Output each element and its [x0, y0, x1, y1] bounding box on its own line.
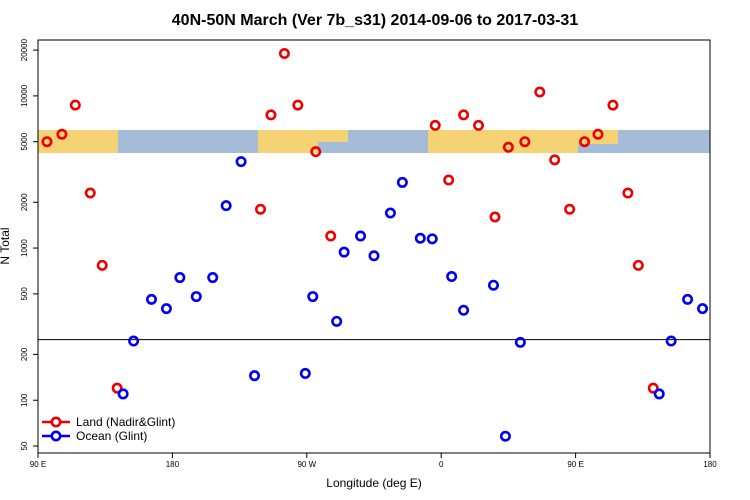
point — [41, 136, 53, 148]
point — [325, 230, 337, 242]
point — [502, 141, 514, 153]
point — [446, 271, 458, 283]
x-tick-label: 180 — [166, 460, 180, 469]
point — [117, 388, 129, 400]
point — [220, 200, 232, 212]
x-tick-label: 180 — [703, 460, 717, 469]
x-axis-label: Longitude (deg E) — [326, 476, 421, 490]
point — [278, 47, 290, 59]
point — [458, 109, 470, 121]
legend-label: Ocean (Glint) — [76, 429, 147, 443]
point — [665, 335, 677, 347]
point — [534, 86, 546, 98]
y-tick-label: 100 — [20, 393, 29, 407]
point — [653, 388, 665, 400]
point — [607, 99, 619, 111]
point — [426, 233, 438, 245]
point — [190, 291, 202, 303]
x-tick-label: 0 — [439, 460, 444, 469]
point — [443, 174, 455, 186]
point — [207, 272, 219, 284]
y-tick-label: 20000 — [20, 38, 29, 61]
point — [174, 272, 186, 284]
point — [414, 232, 426, 244]
point — [564, 203, 576, 215]
point — [69, 99, 81, 111]
y-tick-label: 10000 — [20, 84, 29, 107]
point — [487, 279, 499, 291]
point — [499, 430, 511, 442]
point — [519, 136, 531, 148]
point — [384, 207, 396, 219]
chart-title: 40N-50N March (Ver 7b_s31) 2014-09-06 to… — [172, 12, 579, 29]
point — [622, 187, 634, 199]
point — [647, 382, 659, 394]
point — [514, 336, 526, 348]
y-axis-label: N Total — [0, 227, 12, 264]
point — [56, 128, 68, 140]
point — [299, 367, 311, 379]
point — [549, 154, 561, 166]
y-tick-label: 200 — [20, 347, 29, 361]
x-tick-label: 90 W — [297, 460, 316, 469]
point — [111, 382, 123, 394]
y-tick-label: 50 — [20, 441, 29, 450]
point — [396, 176, 408, 188]
point — [235, 156, 247, 168]
map-strip — [38, 130, 710, 153]
point — [84, 187, 96, 199]
point — [579, 136, 591, 148]
point — [489, 211, 501, 223]
point — [429, 119, 441, 131]
point — [265, 109, 277, 121]
point — [292, 99, 304, 111]
point — [355, 230, 367, 242]
point — [368, 250, 380, 262]
plot-frame — [37, 39, 711, 454]
y-tick-label: 1000 — [20, 239, 29, 257]
point — [682, 293, 694, 305]
x-tick-label: 90 E — [30, 460, 46, 469]
point — [145, 293, 157, 305]
legend-label: Land (Nadir&Glint) — [76, 415, 175, 429]
point — [632, 259, 644, 271]
x-tick-label: 90 E — [567, 460, 583, 469]
point — [473, 119, 485, 131]
point — [96, 259, 108, 271]
y-tick-label: 500 — [20, 287, 29, 301]
point — [249, 370, 261, 382]
y-tick-label: 5000 — [20, 132, 29, 150]
legend-marker — [50, 416, 62, 428]
point — [310, 146, 322, 158]
legend-marker — [50, 430, 62, 442]
point — [255, 203, 267, 215]
point — [307, 291, 319, 303]
point — [331, 315, 343, 327]
y-tick-label: 2000 — [20, 193, 29, 211]
point — [697, 303, 709, 315]
point — [592, 128, 604, 140]
point — [458, 304, 470, 316]
point — [160, 303, 172, 315]
point — [128, 335, 140, 347]
point — [338, 246, 350, 258]
